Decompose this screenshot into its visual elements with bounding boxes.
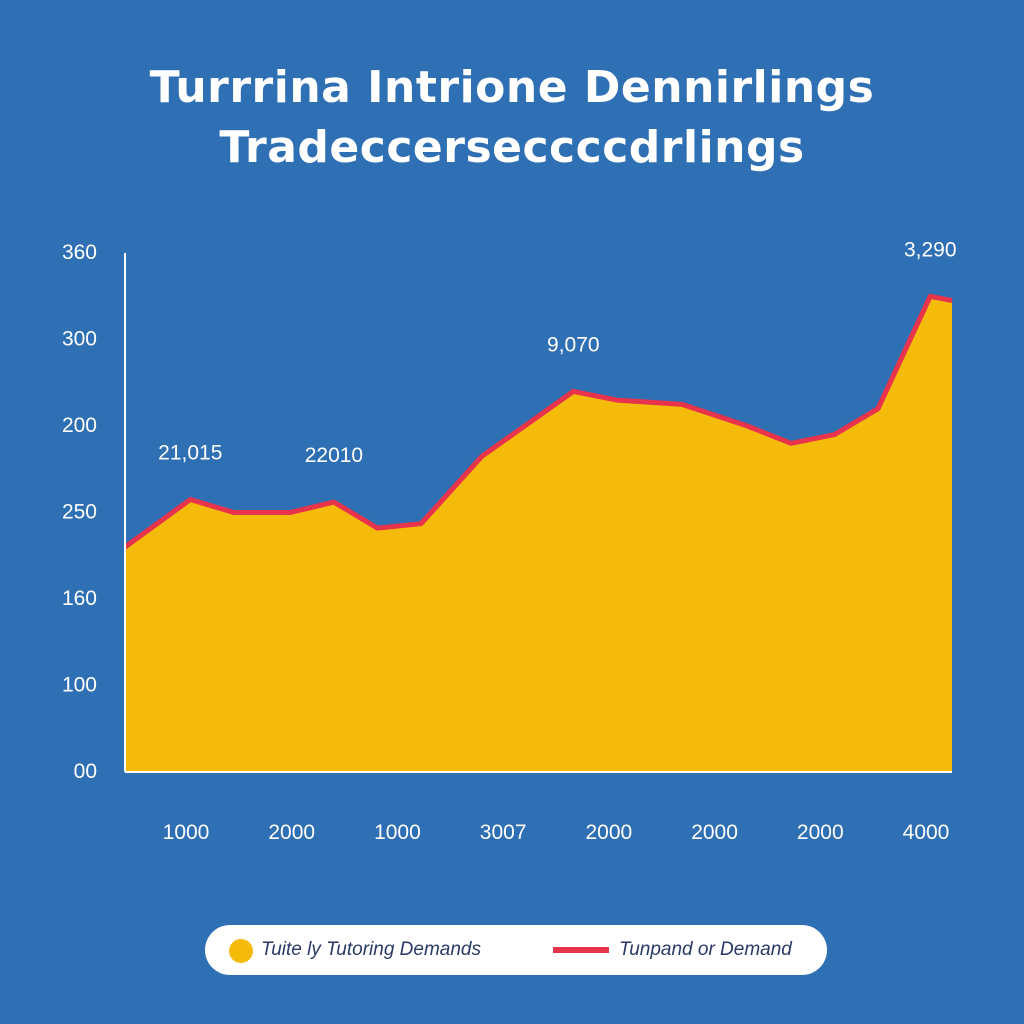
x-tick-label: 2000 [585,821,632,844]
y-tick-label: 300 [62,328,97,351]
x-tick-label: 2000 [268,821,315,844]
chart-subtitle: Tradeccerseccccdrlings [219,122,805,173]
x-tick-label: 1000 [374,821,421,844]
x-tick-label: 3007 [480,821,527,844]
y-tick-label: 200 [62,414,97,437]
x-tick-label: 2000 [797,821,844,844]
y-tick-label: 100 [62,674,97,697]
x-tick-label: 4000 [903,821,950,844]
y-tick-label: 00 [74,760,97,783]
legend-swatch-line [553,947,609,953]
trend-line [123,293,953,550]
legend: Tuite ly Tutoring Demands Tunpand or Dem… [205,925,827,975]
y-tick-label: 250 [62,501,97,524]
x-tick-label: 1000 [163,821,210,844]
legend-label-line: Tunpand or Demand [619,939,792,960]
x-tick-label: 2000 [691,821,738,844]
chart-title: Turrrina Intrione Dennirlings [149,62,875,113]
y-tick-label: 160 [62,587,97,610]
legend-swatch-area [229,939,253,963]
y-tick-label: 360 [62,241,97,264]
legend-label-area: Tuite ly Tutoring Demands [261,939,481,960]
data-label: 22010 [305,444,363,467]
data-label: 9,070 [547,333,600,356]
area-fill [125,296,952,772]
data-label: 21,015 [158,442,222,465]
data-label: 3,290 [904,238,957,261]
